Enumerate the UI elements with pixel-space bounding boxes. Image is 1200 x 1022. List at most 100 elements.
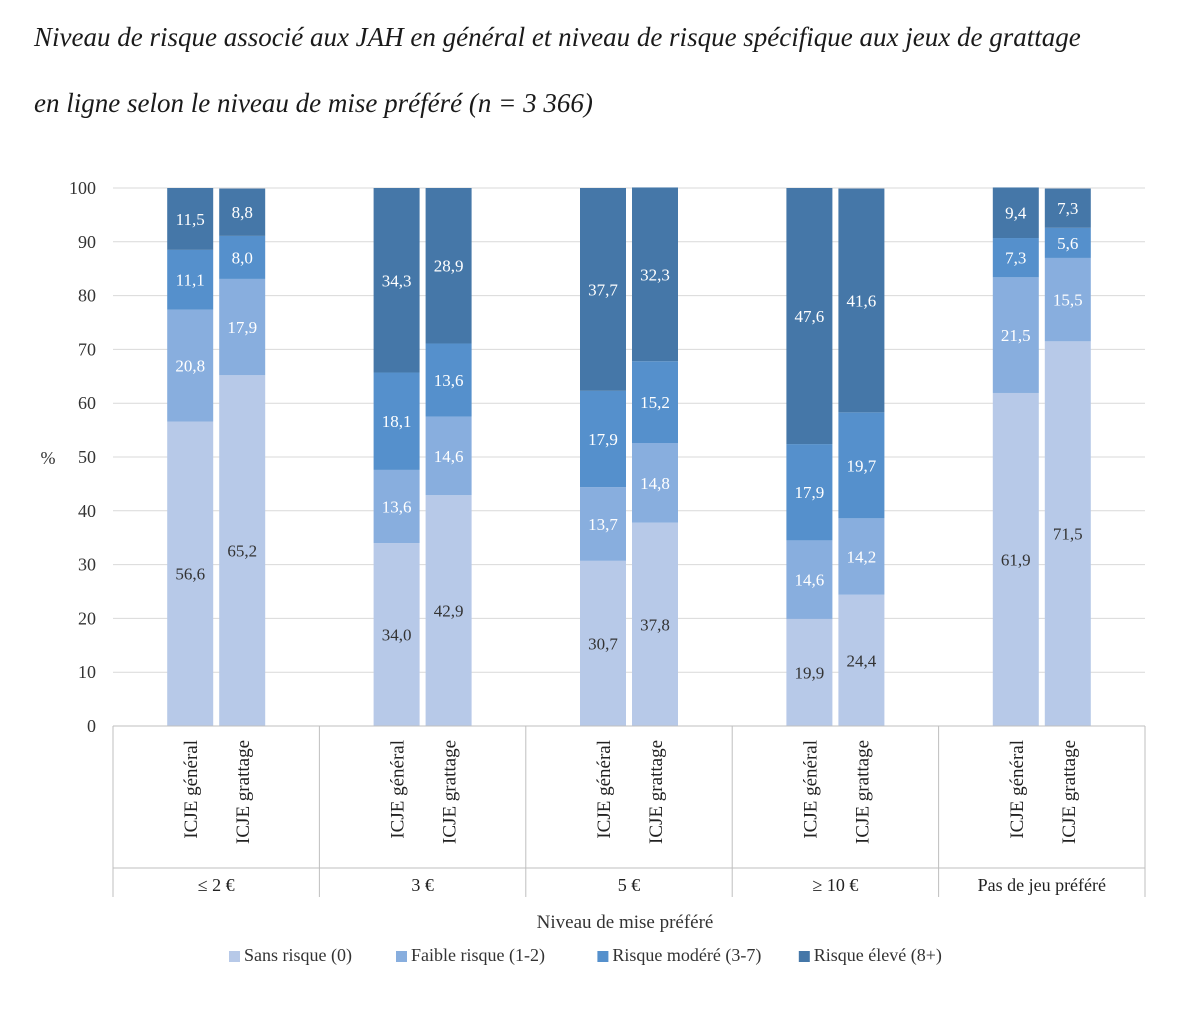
bar-segment [580, 560, 626, 726]
bar-segment [632, 443, 678, 523]
data-label: 15,2 [640, 393, 670, 412]
legend-label: Risque modéré (3-7) [612, 945, 761, 966]
bar-segment [1044, 227, 1091, 258]
bar-segment [425, 416, 472, 496]
data-label: 11,5 [176, 210, 205, 229]
bar-segment [838, 518, 885, 595]
bar-segment [425, 343, 472, 417]
data-label: 34,0 [382, 626, 412, 645]
data-label: 14,6 [434, 447, 464, 466]
data-label: 37,7 [588, 280, 618, 299]
data-label: 17,9 [588, 430, 618, 449]
bar-segment [786, 444, 833, 541]
bar-segment [632, 522, 678, 726]
bar-segment [786, 188, 833, 445]
bar-segment [167, 249, 214, 310]
data-label: 15,5 [1053, 291, 1083, 310]
bar-segment [992, 392, 1039, 726]
data-label: 34,3 [382, 271, 412, 290]
bar-segment [580, 487, 626, 561]
bar-category-label: ICJE général [594, 740, 615, 839]
bar-category-label: ICJE grattage [233, 740, 254, 844]
legend-label: Faible risque (1-2) [411, 945, 545, 966]
data-label: 7,3 [1057, 199, 1078, 218]
data-label: 20,8 [175, 357, 205, 376]
data-label: 17,9 [227, 318, 257, 337]
legend-swatch [798, 951, 810, 962]
bar-segment [838, 188, 885, 413]
legend-item[interactable]: Risque élevé (8+) [798, 945, 942, 966]
legend-label: Risque élevé (8+) [814, 945, 942, 966]
bar-segment [838, 594, 885, 726]
data-label: 24,4 [847, 651, 877, 670]
bar-category-label: ICJE général [800, 740, 821, 839]
legend[interactable]: Sans risque (0) Faible risque (1-2) Risque… [229, 945, 942, 966]
bar-segment [992, 187, 1039, 239]
data-label: 13,7 [588, 515, 618, 534]
data-label: 13,6 [434, 371, 464, 390]
bar-segment [167, 309, 214, 422]
bar-segment [373, 469, 420, 544]
data-label: 19,9 [795, 663, 825, 682]
data-label: 11,1 [176, 271, 205, 290]
group-label: 5 € [618, 875, 641, 895]
bars [167, 187, 1091, 726]
data-label: 21,5 [1001, 326, 1031, 345]
data-label: 19,7 [847, 456, 877, 475]
data-label: 17,9 [795, 483, 825, 502]
bar-segment [580, 390, 626, 488]
bar-segment [219, 375, 266, 726]
data-label: 14,2 [847, 548, 877, 567]
legend-item[interactable]: Risque modéré (3-7) [597, 945, 761, 966]
y-tick-label: 100 [69, 178, 96, 198]
bar-category-label: ICJE général [181, 740, 202, 839]
bar-category-label: ICJE général [1007, 740, 1028, 839]
bar-segment [786, 540, 833, 619]
y-axis: 0 10 20 30 40 50 60 70 80 90 100 [69, 178, 96, 736]
group-label: ≤ 2 € [198, 875, 235, 895]
y-tick-label: 60 [78, 393, 96, 413]
bar-category-label: ICJE grattage [646, 740, 667, 844]
legend-item[interactable]: Faible risque (1-2) [396, 945, 545, 966]
bar-segment [1044, 188, 1091, 228]
bar-segment [580, 188, 626, 391]
data-label: 13,6 [382, 497, 412, 516]
bar-segment [425, 188, 472, 344]
data-label: 28,9 [434, 257, 464, 276]
bar-segment [992, 238, 1039, 278]
legend-swatch [597, 951, 609, 962]
bar-category-label: ICJE grattage [1059, 740, 1080, 844]
data-label: 32,3 [640, 265, 670, 284]
chart-title-line-1: Niveau de risque associé aux JAH en géné… [34, 22, 1081, 52]
legend-item[interactable]: Sans risque (0) [229, 945, 352, 966]
bar-category-label: ICJE grattage [852, 740, 873, 844]
data-label: 5,6 [1057, 234, 1078, 253]
legend-label: Sans risque (0) [244, 945, 352, 966]
data-label: 56,6 [175, 565, 205, 584]
bar-category-label: ICJE général [388, 740, 409, 839]
bar-segment [167, 188, 214, 250]
y-tick-label: 20 [78, 608, 96, 628]
bar-segment [373, 543, 420, 726]
y-axis-label: % [41, 448, 56, 468]
y-tick-label: 50 [78, 447, 96, 467]
legend-swatch [229, 951, 240, 962]
y-tick-label: 80 [78, 286, 96, 306]
data-label: 47,6 [795, 307, 825, 326]
y-tick-label: 40 [78, 501, 96, 521]
bar-segment [838, 412, 885, 519]
group-label: 3 € [411, 875, 434, 895]
data-label: 8,8 [232, 203, 253, 222]
bar-segment [167, 421, 214, 726]
data-label: 65,2 [227, 542, 257, 561]
legend-swatch [396, 951, 407, 962]
data-labels: 56,6 20,8 11,1 11,5 65,2 17,9 8,0 8,8 34,0 13,6 18… [175, 199, 1082, 682]
bar-segment [992, 277, 1039, 393]
data-label: 37,8 [640, 615, 670, 634]
chart-title-line-2: en ligne selon le niveau de mise préféré… [34, 88, 593, 118]
y-tick-label: 90 [78, 232, 96, 252]
data-label: 8,0 [232, 248, 253, 267]
y-tick-label: 0 [87, 716, 96, 736]
data-label: 14,8 [640, 474, 670, 493]
